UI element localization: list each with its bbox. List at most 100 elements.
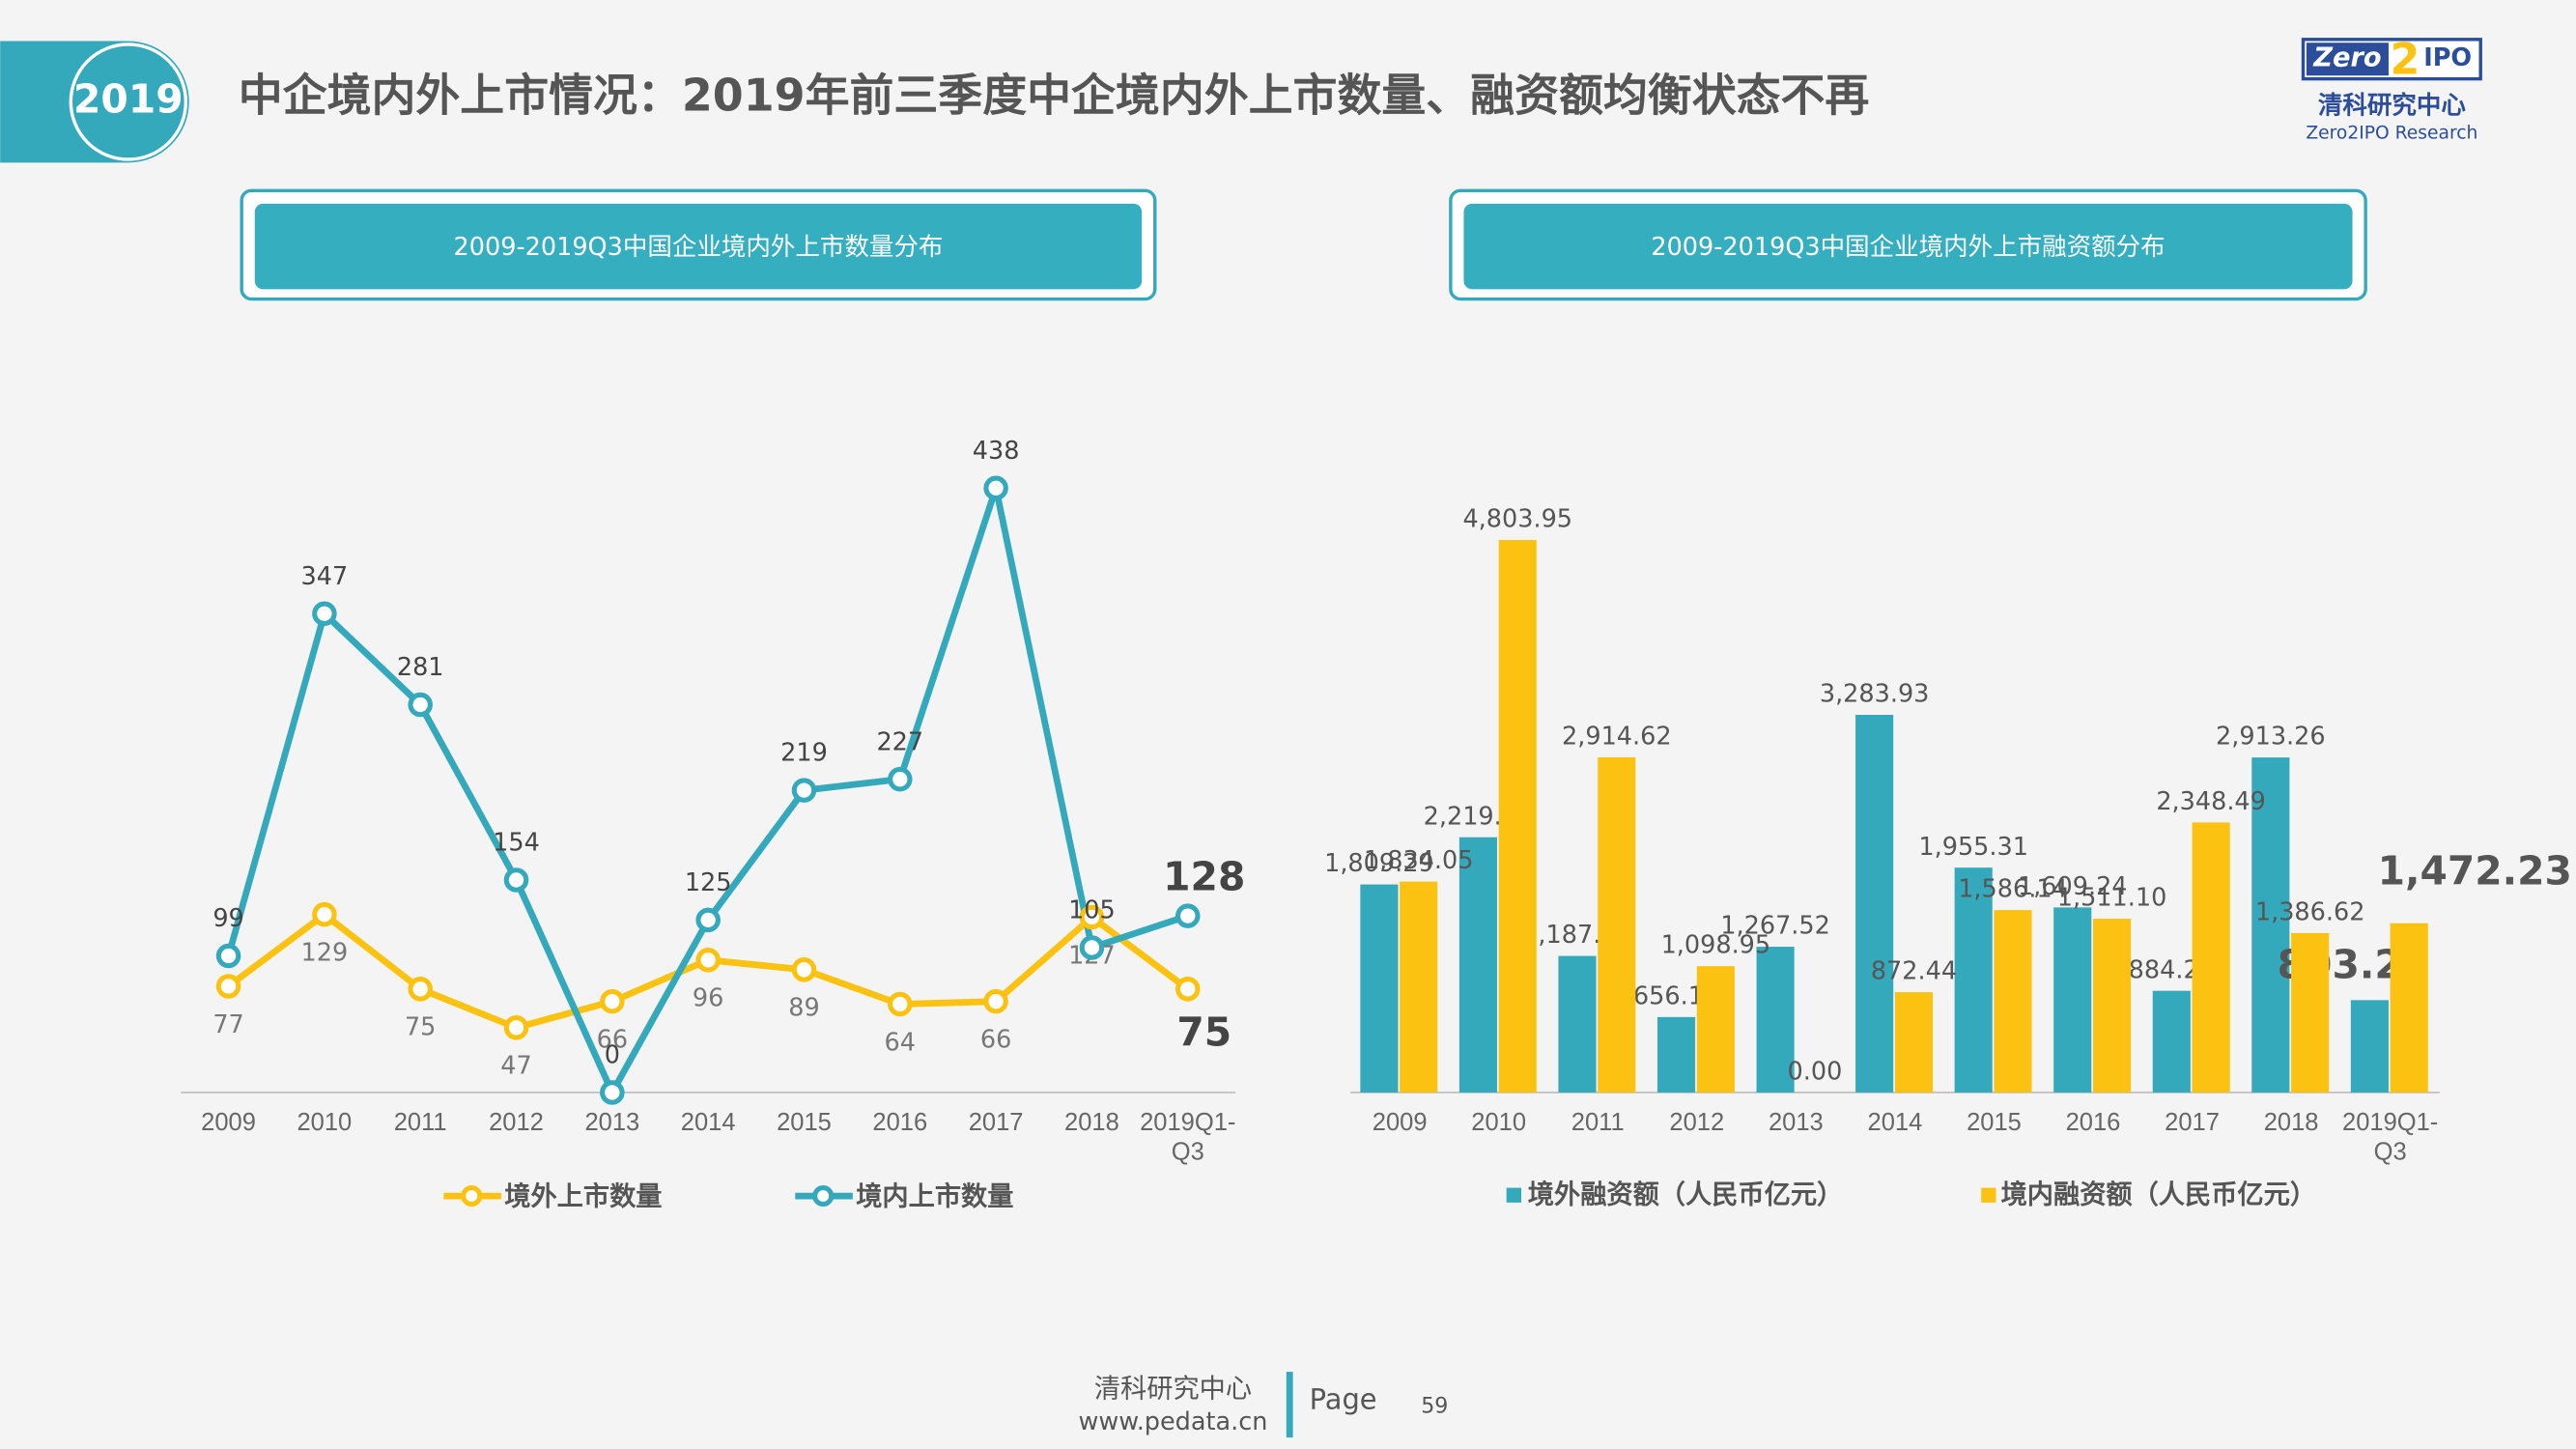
point (888, 766, 913, 792)
data-label: 1,834.05 (1364, 846, 1474, 875)
chart-title: 2009-2019Q3中国企业境内外上市融资额分布 (1651, 233, 2165, 262)
x-label-box: 2016 (2066, 1109, 2121, 1137)
data-label: 47 (500, 1052, 531, 1081)
data-label: 281 (397, 653, 444, 682)
data-label: 227 (876, 727, 923, 756)
x-label-box: 2009 (201, 1108, 256, 1137)
bar (1360, 884, 1399, 1093)
data-label: 1,098.95 (1661, 931, 1771, 960)
point (791, 778, 817, 803)
x-tick-label: 2019Q1-Q3 (2342, 1108, 2439, 1167)
point (312, 901, 337, 927)
bar (1696, 966, 1735, 1093)
x-label-box: 2010 (1471, 1109, 1526, 1137)
footer-page: 59 (1421, 1393, 1448, 1418)
point (215, 943, 241, 969)
badge: 2019 (73, 75, 184, 122)
legend-label: 境外上市数量 (504, 1180, 662, 1211)
data-label: 77 (212, 1010, 243, 1039)
point (312, 601, 337, 626)
legend-marker (812, 1185, 835, 1208)
data-label: 3,283.93 (1820, 680, 1930, 709)
x-tick-label: 2011 (393, 1108, 447, 1137)
logo-brand: IPO (2423, 43, 2472, 72)
x-label-box: 2013 (584, 1108, 640, 1137)
x-tick-label: 2018 (1064, 1108, 1119, 1137)
data-label: 347 (301, 562, 349, 591)
data-label: 438 (973, 437, 1020, 466)
data-label: 96 (693, 984, 723, 1013)
data-label: 872.44 (1871, 957, 1957, 986)
bar (1458, 837, 1497, 1093)
point (888, 991, 913, 1017)
data-label: 75 (1176, 1009, 1231, 1055)
logo-name: 清科研究中心 (2318, 92, 2467, 121)
x-label-box: 2019Q1-Q3 (1140, 1109, 1235, 1167)
x-tick-label: 2017 (968, 1108, 1024, 1137)
x-tick-label: 2009 (1372, 1108, 1428, 1137)
x-tick-label: 2014 (1867, 1108, 1923, 1137)
x-tick-label: 2009 (201, 1108, 256, 1137)
legend-label: 境内融资额（人民币亿元） (2001, 1180, 2316, 1210)
bar (2192, 822, 2230, 1093)
x-label-box: 2013 (1768, 1108, 1824, 1137)
bar (1558, 955, 1597, 1093)
x-tick-label: 2012 (489, 1108, 544, 1137)
slide-title: 中企境内外上市情况：2019年前三季度中企境内外上市数量、融资额均衡状态不再 (239, 70, 1870, 122)
data-label: 1,809.29 (1324, 849, 1434, 878)
point (695, 948, 721, 973)
point (983, 988, 1008, 1014)
bar (2291, 932, 2330, 1093)
x-label-box: 2016 (872, 1109, 927, 1137)
data-label: 1,955.31 (1918, 833, 2028, 862)
data-label: 1,609.24 (2018, 872, 2128, 901)
x-tick-label: 2013 (1768, 1108, 1824, 1137)
x-label-box: 2018 (1064, 1108, 1119, 1137)
logo-brand: 2 (2391, 36, 2420, 85)
legend-label: 境内上市数量 (856, 1180, 1013, 1211)
data-label: 66 (597, 1025, 628, 1054)
footer-page-label: Page (1310, 1383, 1377, 1416)
x-label-box: 2009 (1372, 1108, 1428, 1137)
data-label: 0.00 (1788, 1058, 1843, 1087)
point (1079, 935, 1105, 960)
point (1175, 977, 1201, 1002)
data-label: 219 (780, 739, 828, 768)
x-tick-label: 2011 (1571, 1108, 1625, 1137)
chart-title-bg (254, 203, 1143, 290)
data-label: 129 (301, 938, 349, 967)
chart-title-bg (1463, 203, 2353, 290)
data-label: 1,267.52 (1720, 912, 1830, 941)
bar (1994, 910, 2032, 1093)
point (408, 692, 433, 718)
x-label-box: 2015 (777, 1108, 832, 1137)
bar (1855, 715, 1894, 1093)
bar (1656, 1016, 1696, 1093)
bar (1498, 540, 1537, 1093)
bar (1756, 947, 1795, 1093)
data-label: 125 (685, 868, 732, 897)
x-label-box: 2011 (1571, 1108, 1625, 1137)
point (1175, 903, 1201, 928)
x-label-box: 2014 (681, 1109, 736, 1137)
logo-brand: Zero (2312, 43, 2381, 73)
badge-circle (69, 43, 188, 161)
bar (1400, 881, 1438, 1093)
footer-url: www.pedata.cn (1078, 1407, 1267, 1436)
x-tick-label: 2015 (1967, 1108, 2022, 1137)
data-label: 89 (788, 994, 819, 1023)
legend-marker (461, 1185, 483, 1208)
data-label: 64 (885, 1028, 916, 1057)
x-tick-label: 2015 (777, 1108, 832, 1137)
data-label: 75 (405, 1013, 436, 1042)
bar (2350, 1000, 2389, 1093)
point (503, 867, 529, 893)
x-tick-label: 2013 (584, 1108, 640, 1137)
data-label: 1,586.14 (1958, 875, 2068, 904)
bar (1598, 756, 1636, 1093)
x-tick-label: 2012 (1669, 1108, 1725, 1137)
x-label-box: 2012 (1669, 1108, 1725, 1137)
bar (2251, 757, 2290, 1093)
bar (2093, 919, 2132, 1093)
